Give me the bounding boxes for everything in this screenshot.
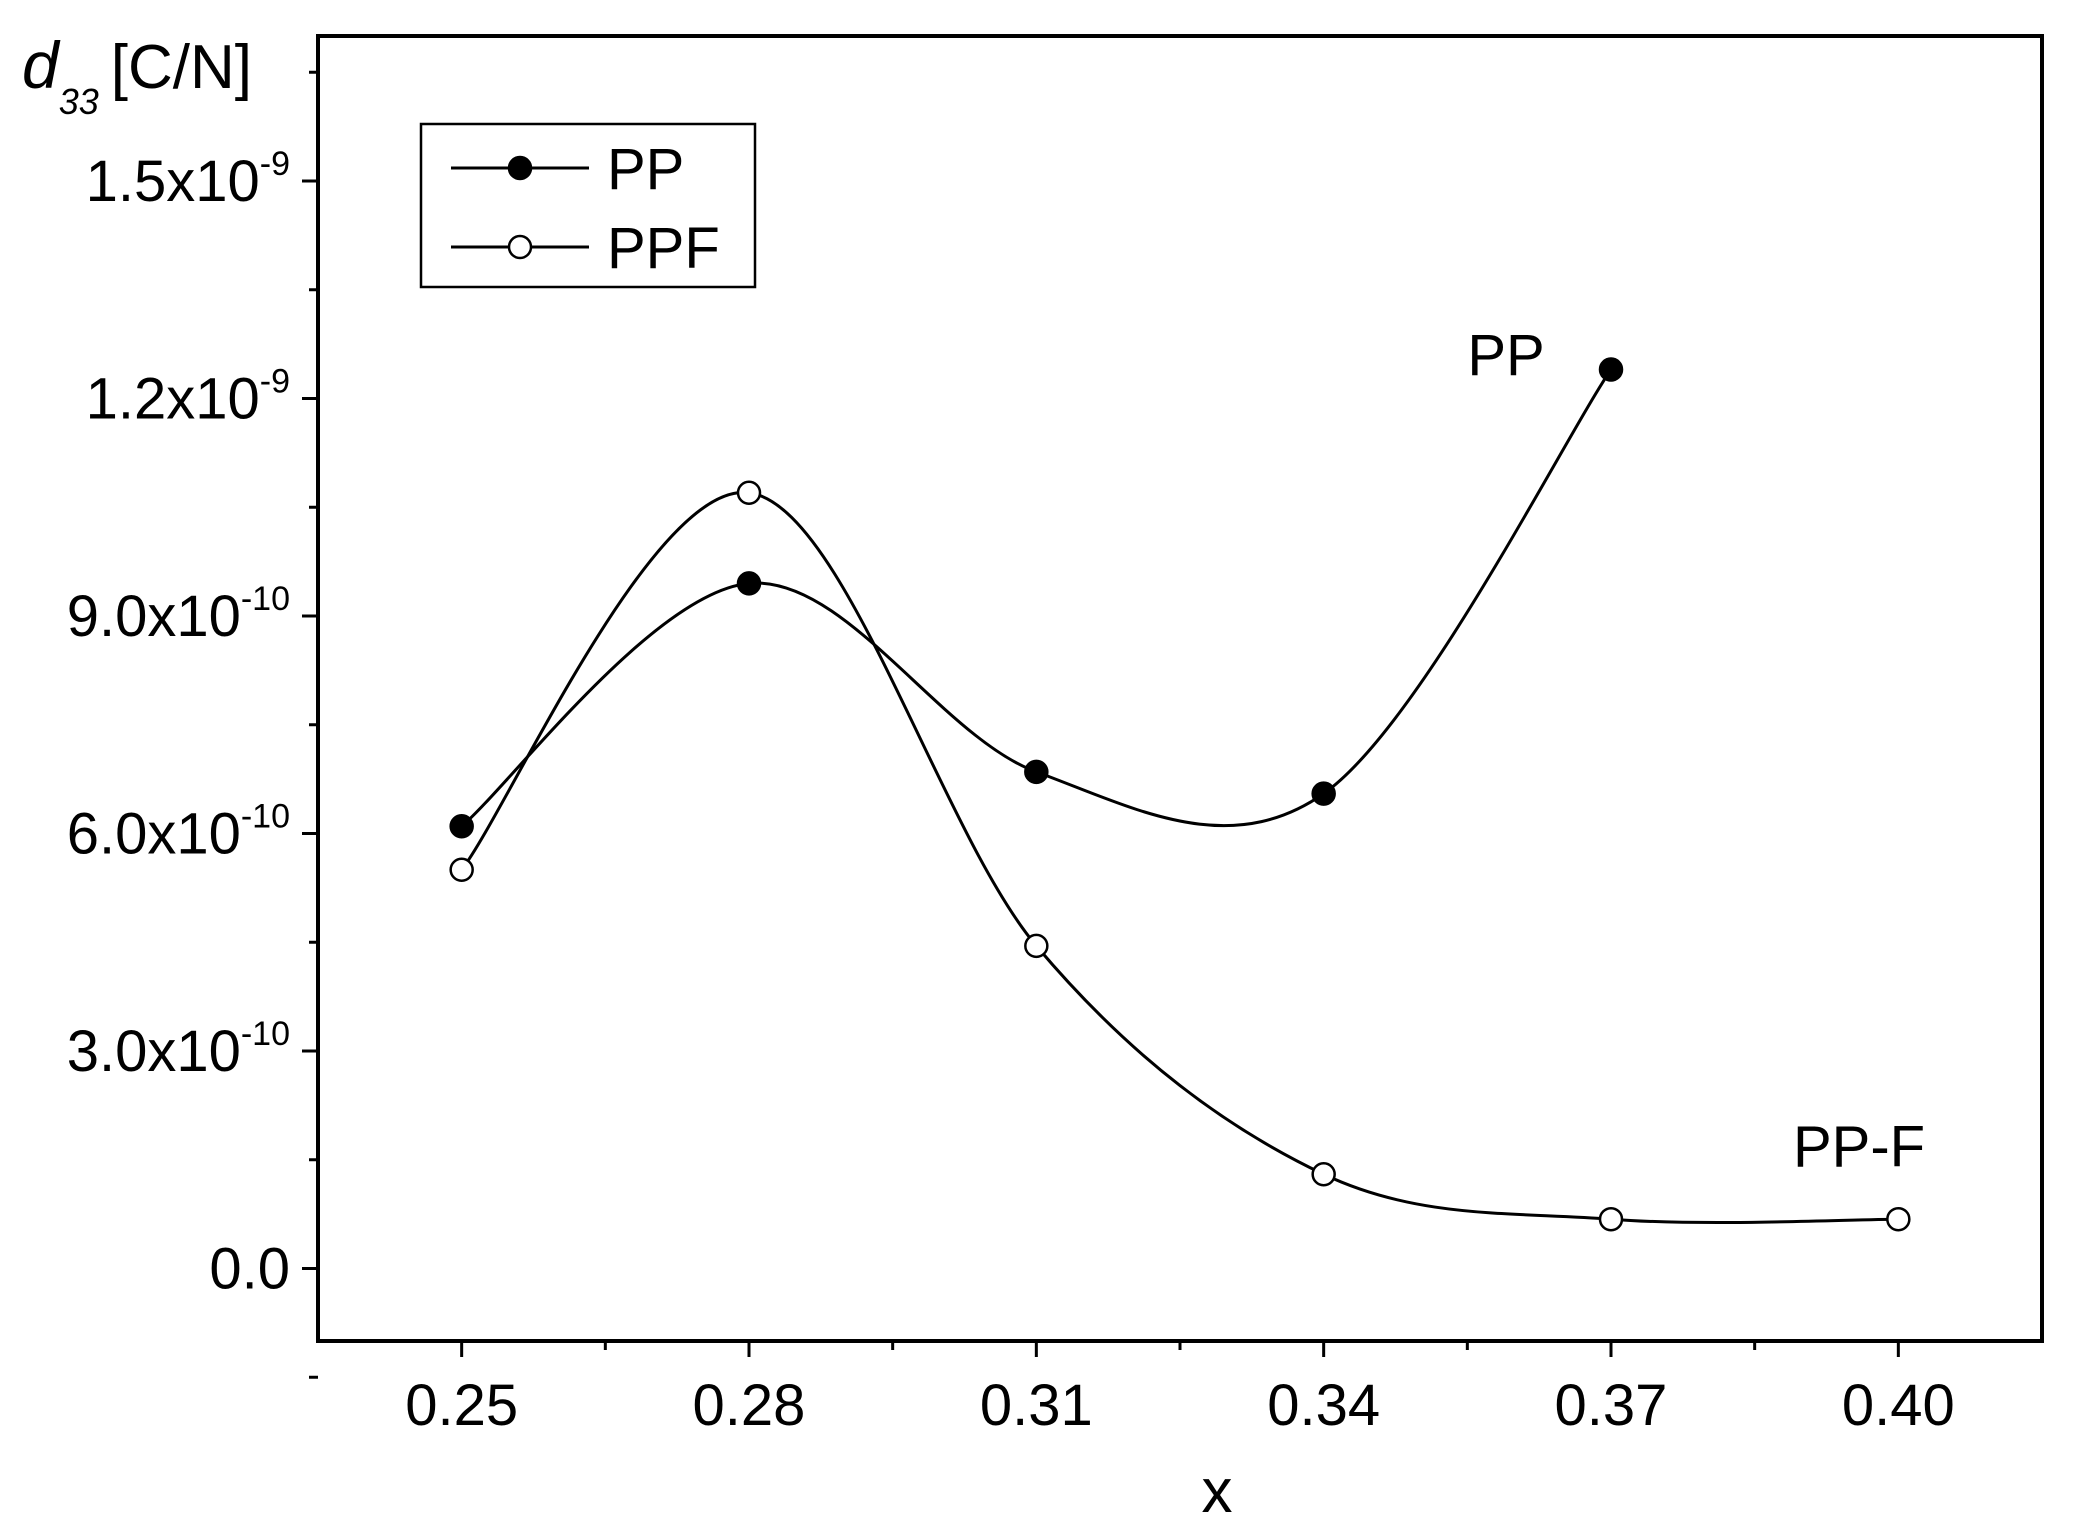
data-point-ppf (1886, 1206, 1911, 1232)
legend: PP PPF (419, 122, 757, 289)
y-axis-title: d33 [C/N] (22, 28, 252, 122)
legend-marker-ppf (507, 234, 533, 260)
x-tick-label: 0.40 (1842, 1373, 1955, 1438)
x-tick-label: 0.28 (693, 1373, 806, 1438)
legend-box (419, 122, 757, 289)
annotation-pp: PP (1467, 323, 1544, 388)
data-point-pp (1311, 781, 1336, 806)
y-tick-exponent: -10 (241, 1015, 290, 1053)
legend-label-pp: PP (607, 137, 684, 202)
y-tick-label: 1.5x10-9 (86, 145, 290, 214)
legend-label-ppf: PPF (607, 216, 720, 281)
x-tick-label: 0.34 (1267, 1373, 1380, 1438)
x-axis-title: x (1202, 1457, 1233, 1526)
y-axis-title-main: d (22, 28, 61, 102)
annotation-pp-f: PP-F (1793, 1115, 1925, 1180)
data-point-ppf (736, 480, 762, 505)
y-tick-label: 1.2x10-9 (86, 363, 290, 432)
x-tick-label: 0.37 (1555, 1373, 1668, 1438)
y-tick-label: 6.0x10-10 (67, 798, 290, 867)
y-axis-title-unit: [C/N] (111, 33, 252, 102)
y-axis: 0.0 3.0x10-10 6.0x10-10 9.0x10-10 1.2x10-9 1.… (67, 70, 318, 1379)
y-tick-exponent: -9 (260, 363, 290, 401)
series-layer (449, 357, 1911, 1232)
data-point-ppf (1024, 933, 1049, 959)
data-point-ppf (449, 857, 474, 882)
x-axis: 0.25 0.28 0.31 0.34 0.37 0.40 (405, 1341, 1955, 1438)
legend-marker-pp (507, 155, 533, 181)
x-tick-label: 0.25 (405, 1373, 518, 1438)
series-line-pp (460, 368, 1613, 828)
data-point-ppf (1311, 1162, 1336, 1187)
series-line-ppf (460, 491, 1899, 1225)
y-axis-title-sub: 33 (59, 81, 99, 122)
x-tick-label: 0.31 (980, 1373, 1093, 1438)
y-tick-label: 3.0x10-10 (67, 1015, 290, 1084)
y-tick-exponent: -10 (241, 798, 290, 836)
y-tick-label: 9.0x10-10 (67, 580, 290, 649)
data-point-pp (449, 814, 474, 839)
data-point-pp (736, 571, 762, 596)
data-point-ppf (1598, 1206, 1624, 1232)
data-point-pp (1024, 759, 1049, 785)
y-tick-exponent: -10 (241, 580, 290, 618)
data-point-pp (1598, 357, 1624, 382)
y-tick-exponent: -9 (260, 145, 290, 183)
y-tick-label: 0.0 (209, 1237, 290, 1302)
